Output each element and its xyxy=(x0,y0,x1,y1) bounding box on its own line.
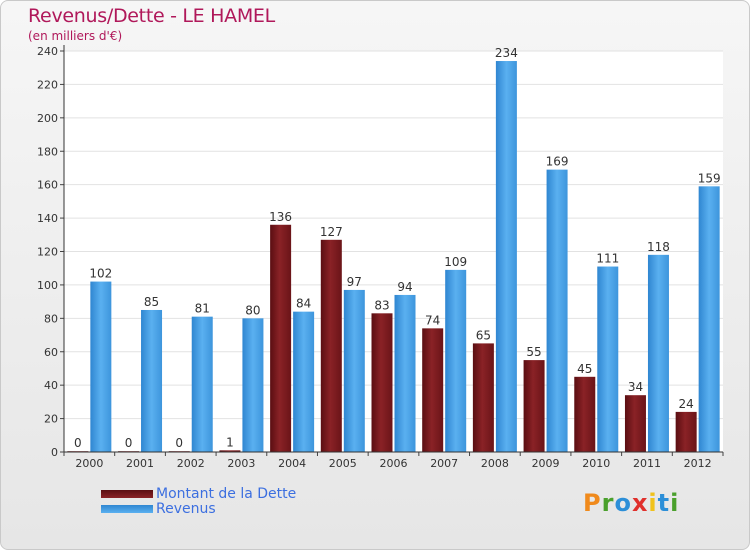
labels-layer: 0 102 0 85 0 81 1 80 136 84 127 97 83 94 74 109 65 234 55 1… xyxy=(74,46,721,450)
grid-layer xyxy=(64,50,723,453)
data-label-revenus-2008: 234 xyxy=(495,46,518,60)
data-label-dette-2010: 45 xyxy=(577,362,592,376)
y-tick-label-0: 0 xyxy=(51,446,58,459)
data-label-revenus-2003: 80 xyxy=(245,303,260,317)
legend-swatch-revenus xyxy=(101,505,153,513)
x-tick-label-2001: 2001 xyxy=(126,457,154,470)
y-tick-label-100: 100 xyxy=(37,279,58,292)
bar-revenus-2003 xyxy=(242,318,264,452)
data-label-revenus-2011: 118 xyxy=(647,240,670,254)
bar-dette-2006 xyxy=(371,313,393,452)
bar-dette-2005 xyxy=(320,239,342,452)
bar-revenus-2007 xyxy=(445,269,467,452)
y-tick-label-200: 200 xyxy=(37,112,58,125)
y-tick-label-220: 220 xyxy=(37,78,58,91)
data-label-dette-2001: 0 xyxy=(125,436,133,450)
data-label-dette-2008: 65 xyxy=(476,328,491,342)
data-label-dette-2000: 0 xyxy=(74,436,82,450)
data-label-revenus-2009: 169 xyxy=(546,155,569,169)
y-tick-label-120: 120 xyxy=(37,246,58,259)
bar-dette-2004 xyxy=(270,224,292,452)
data-label-dette-2007: 74 xyxy=(425,313,440,327)
logo-letter: i xyxy=(648,489,658,517)
data-label-revenus-2002: 81 xyxy=(195,302,210,316)
data-label-revenus-2001: 85 xyxy=(144,295,159,309)
y-tick-label-240: 240 xyxy=(37,45,58,58)
proxiti-logo: Proxiti xyxy=(583,489,679,517)
bar-dette-2008 xyxy=(472,343,494,452)
logo-letter: r xyxy=(601,489,615,517)
bar-revenus-2006 xyxy=(394,294,416,452)
x-tick-label-2010: 2010 xyxy=(582,457,610,470)
data-label-dette-2002: 0 xyxy=(175,436,183,450)
bar-revenus-2012 xyxy=(698,186,720,452)
logo-letter: o xyxy=(614,489,632,517)
x-tick-label-2007: 2007 xyxy=(430,457,458,470)
data-label-revenus-2000: 102 xyxy=(89,267,112,281)
bar-revenus-2010 xyxy=(597,266,619,452)
x-tick-label-2000: 2000 xyxy=(75,457,103,470)
bar-revenus-2005 xyxy=(343,289,365,452)
bar-dette-2011 xyxy=(624,395,646,452)
legend-label-revenus: Revenus xyxy=(156,501,216,517)
y-tick-label-20: 20 xyxy=(44,413,58,426)
bar-revenus-2000 xyxy=(90,281,112,452)
x-tick-label-2009: 2009 xyxy=(532,457,560,470)
y-tick-label-160: 160 xyxy=(37,179,58,192)
bar-revenus-2011 xyxy=(647,254,669,452)
y-tick-label-140: 140 xyxy=(37,212,58,225)
x-tick-label-2004: 2004 xyxy=(278,457,306,470)
data-label-revenus-2007: 109 xyxy=(444,255,467,269)
bar-revenus-2009 xyxy=(546,169,568,453)
y-tick-label-80: 80 xyxy=(44,312,58,325)
data-label-dette-2009: 55 xyxy=(526,345,541,359)
data-label-dette-2004: 136 xyxy=(269,210,292,224)
data-label-revenus-2005: 97 xyxy=(347,275,362,289)
x-tick-label-2012: 2012 xyxy=(684,457,712,470)
chart-title: Revenus/Dette - LE HAMEL xyxy=(28,5,275,27)
bar-dette-2007 xyxy=(422,328,444,452)
bar-dette-2010 xyxy=(574,376,596,452)
chart-subtitle: (en milliers d'€) xyxy=(28,29,123,43)
logo-letter: t xyxy=(657,489,671,517)
y-tick-label-40: 40 xyxy=(44,379,58,392)
logo-letter: P xyxy=(583,489,602,517)
bar-revenus-2004 xyxy=(293,311,315,452)
data-label-dette-2005: 127 xyxy=(320,225,343,239)
x-tick-label-2008: 2008 xyxy=(481,457,509,470)
data-label-dette-2012: 24 xyxy=(679,397,694,411)
x-tick-label-2005: 2005 xyxy=(329,457,357,470)
data-label-dette-2003: 1 xyxy=(226,435,234,449)
x-tick-label-2002: 2002 xyxy=(177,457,205,470)
legend-swatch-dette xyxy=(101,490,153,498)
x-tick-label-2011: 2011 xyxy=(633,457,661,470)
data-label-revenus-2010: 111 xyxy=(596,252,619,266)
y-tick-label-180: 180 xyxy=(37,145,58,158)
bars-layer xyxy=(67,61,720,453)
x-tick-label-2003: 2003 xyxy=(227,457,255,470)
bar-revenus-2002 xyxy=(191,316,213,452)
data-label-dette-2006: 83 xyxy=(374,298,389,312)
data-label-dette-2011: 34 xyxy=(628,380,643,394)
data-label-revenus-2004: 84 xyxy=(296,297,311,311)
data-label-revenus-2012: 159 xyxy=(698,171,721,185)
x-tick-label-2006: 2006 xyxy=(380,457,408,470)
bar-dette-2009 xyxy=(523,360,545,452)
bar-revenus-2001 xyxy=(141,309,163,452)
bar-dette-2012 xyxy=(675,411,697,452)
logo-letter: x xyxy=(631,489,649,517)
y-tick-label-60: 60 xyxy=(44,346,58,359)
legend-label-dette: Montant de la Dette xyxy=(156,486,297,502)
data-label-revenus-2006: 94 xyxy=(397,280,412,294)
bar-revenus-2008 xyxy=(495,61,517,453)
bar-dette-2003 xyxy=(219,450,241,452)
logo-letter: i xyxy=(670,489,680,517)
